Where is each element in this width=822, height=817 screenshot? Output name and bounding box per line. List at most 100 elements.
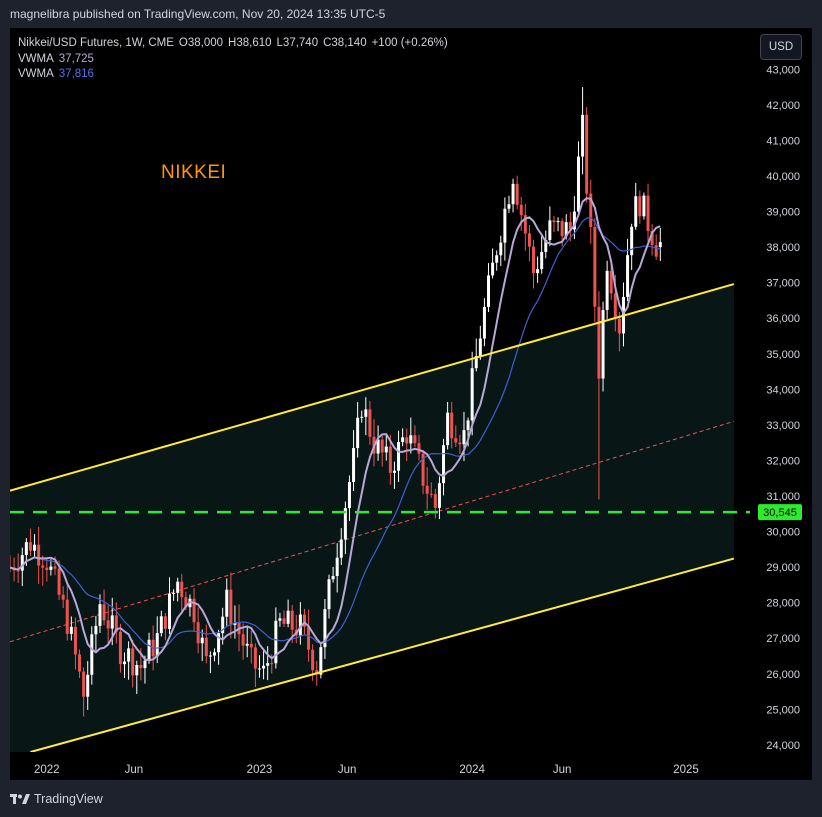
candle-body (257, 668, 261, 670)
candle-body (380, 439, 384, 453)
published-header: magnelibra published on TradingView.com,… (0, 0, 822, 28)
vwma1-value: 37,725 (58, 52, 94, 65)
price-tick-label: 38,000 (766, 242, 800, 254)
currency-button[interactable]: USD (760, 34, 802, 60)
candle-body (642, 195, 646, 217)
candle-body (33, 544, 37, 551)
candle-body (352, 448, 356, 483)
candle-body (482, 306, 486, 339)
candle-body (466, 420, 470, 431)
candle-body (41, 565, 45, 568)
candle-body (241, 634, 245, 646)
high-value: H38,610 (228, 37, 272, 49)
candle-body (253, 647, 257, 669)
price-tick-label: 27,000 (766, 633, 800, 645)
time-axis[interactable]: 2022 Jun 2023 Jun 2024 Jun 2025 (34, 764, 699, 776)
candle-body (61, 594, 65, 600)
candle-body (413, 435, 417, 444)
candle-body (196, 622, 200, 644)
channel-lower-line[interactable] (30, 557, 735, 753)
candle-body (544, 240, 548, 252)
candle-body (98, 604, 102, 626)
candle-body (249, 643, 253, 648)
candle-body (564, 222, 568, 237)
vwma1-row[interactable]: VWMA 37,725 (18, 52, 448, 68)
candle-body (360, 416, 364, 418)
candle-body (515, 183, 519, 205)
candle-body (225, 589, 229, 617)
candle-body (527, 233, 531, 247)
candle-body (245, 643, 249, 646)
candle-body (613, 293, 617, 319)
tradingview-logo-icon[interactable] (10, 793, 30, 805)
price-tick-label: 36,000 (766, 313, 800, 325)
candle-body (650, 230, 654, 246)
candle-body (212, 652, 216, 656)
candle-body (331, 575, 335, 580)
candle-body (495, 255, 499, 263)
candlestick-series (10, 87, 662, 717)
candle-body (266, 663, 270, 666)
ohlc-row: Nikkei/USD Futures, 1W, CME O38,000 H38,… (18, 36, 448, 52)
candle-body (499, 242, 503, 256)
candle-body (168, 593, 172, 629)
candle-body (609, 270, 613, 294)
candle-body (184, 597, 188, 608)
candle-body (143, 660, 147, 669)
candle-body (49, 566, 53, 570)
candle-body (159, 616, 163, 634)
candle-body (155, 633, 159, 657)
vwma1-label: VWMA (18, 52, 54, 65)
time-tick-label: Jun (338, 764, 357, 776)
candle-body (540, 251, 544, 270)
candle-body (487, 275, 491, 307)
candle-body (589, 193, 593, 228)
candle-body (532, 246, 536, 274)
candle-body (405, 437, 409, 444)
candle-body (123, 661, 127, 665)
candle-body (458, 442, 462, 445)
candle-body (302, 614, 306, 627)
price-tick-label: 29,000 (766, 562, 800, 574)
chart-frame[interactable]: 24,000 25,000 26,000 27,000 28,000 29,000 30,0… (10, 28, 812, 780)
candle-body (437, 483, 441, 508)
candle-body (401, 437, 405, 442)
price-tick-label: 32,000 (766, 455, 800, 467)
candle-body (364, 409, 368, 417)
candle-body (217, 633, 221, 653)
footer: TradingView (0, 780, 822, 817)
channel-midline (10, 420, 735, 643)
candle-body (429, 493, 433, 495)
price-tick-label: 34,000 (766, 384, 800, 396)
candle-body (617, 318, 621, 334)
candle-body (417, 443, 421, 454)
support-price-tag (758, 504, 802, 521)
candle-body (630, 226, 634, 256)
vwma2-row[interactable]: VWMA 37,816 (18, 67, 448, 83)
candle-body (233, 622, 237, 625)
candle-body (53, 566, 57, 569)
price-chart[interactable]: 24,000 25,000 26,000 27,000 28,000 29,000 30,0… (10, 28, 812, 780)
price-tick-label: 39,000 (766, 207, 800, 219)
channel-upper-line[interactable] (10, 283, 735, 492)
candle-body (560, 221, 564, 237)
candle-body (576, 156, 580, 212)
candle-body (262, 665, 266, 669)
time-tick-label: 2022 (34, 764, 60, 776)
vwma-slow-line (10, 216, 661, 649)
candle-body (86, 674, 90, 697)
nikkei-annotation: NIKKEI (161, 162, 227, 183)
candle-body (278, 618, 282, 621)
candle-body (176, 581, 180, 593)
symbol-label[interactable]: Nikkei/USD Futures, 1W, CME (18, 37, 174, 49)
price-tick-label: 35,000 (766, 349, 800, 361)
candle-body (204, 637, 208, 657)
candle-body (69, 626, 73, 634)
candle-body (421, 453, 425, 486)
candle-body (343, 508, 347, 540)
footer-brand[interactable]: TradingView (34, 791, 103, 806)
price-axis[interactable]: 24,000 25,000 26,000 27,000 28,000 29,000 30,0… (766, 64, 800, 752)
candle-body (114, 615, 118, 632)
candle-body (335, 557, 339, 576)
candle-body (78, 654, 82, 672)
